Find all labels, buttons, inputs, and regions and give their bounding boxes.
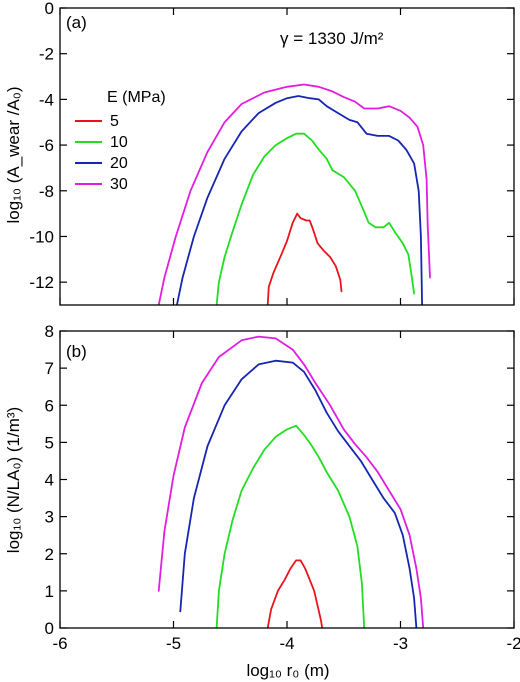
y-tick-label: -10 — [29, 227, 54, 246]
plot-frame — [59, 7, 515, 306]
y-tick-label: 0 — [45, 0, 54, 18]
panel-a-label: (a) — [66, 13, 87, 32]
y-tick-label: -12 — [29, 273, 54, 292]
x-tick-label: -5 — [166, 634, 181, 653]
gamma-annotation: γ = 1330 J/m² — [280, 29, 384, 48]
panel-b: 0 1 2 3 4 5 6 7 8 -6 -5 -4 -3 -2 — [45, 322, 520, 653]
y-tick-label: -2 — [39, 45, 54, 64]
legend-title: E (MPa) — [107, 89, 166, 106]
legend-label-20: 20 — [110, 155, 128, 172]
x-tick-label: -6 — [52, 634, 67, 653]
x-tick-label: -3 — [393, 634, 408, 653]
panel-b-label: (b) — [66, 342, 87, 361]
y-tick-label: 6 — [45, 396, 54, 415]
y-tick-label: 7 — [45, 359, 54, 378]
x-tick-label: -4 — [279, 634, 294, 653]
y-tick-label: 5 — [45, 433, 54, 452]
series-line-10-panel-b — [215, 424, 366, 628]
series-line-30-panel-b — [157, 335, 425, 628]
y-tick-label: -6 — [39, 136, 54, 155]
plot-frame — [59, 330, 515, 629]
y-axis-label-b: log₁₀ (N/LA₀) (1/m³) — [4, 407, 23, 553]
x-axis-label: log₁₀ r₀ (m) — [246, 661, 329, 680]
legend-label-5: 5 — [110, 113, 119, 130]
series-line-5-panel-a — [266, 212, 343, 305]
series-line-10-panel-a — [215, 132, 415, 305]
y-tick-label: 8 — [45, 322, 54, 341]
y-tick-label: 4 — [45, 471, 54, 490]
x-tick-label: -2 — [506, 634, 520, 653]
series-line-20-panel-b — [179, 359, 418, 628]
legend-label-10: 10 — [110, 134, 128, 151]
y-tick-label: 2 — [45, 545, 54, 564]
series-line-5-panel-b — [266, 559, 324, 628]
series-line-30-panel-a — [157, 83, 431, 305]
y-tick-label: 3 — [45, 508, 54, 527]
series-line-20-panel-a — [176, 95, 423, 305]
y-tick-label: 1 — [45, 582, 54, 601]
y-tick-label: -8 — [39, 182, 54, 201]
y-axis-label-a: log₁₀ (A_wear /A₀) — [4, 86, 23, 223]
y-tick-label: -4 — [39, 90, 54, 109]
legend-label-30: 30 — [110, 176, 128, 193]
panel-a: 0 -2 -4 -6 -8 -10 -12 — [29, 0, 515, 306]
legend: E (MPa) 5 10 20 30 — [75, 89, 166, 193]
y-tick-label: 0 — [45, 619, 54, 638]
